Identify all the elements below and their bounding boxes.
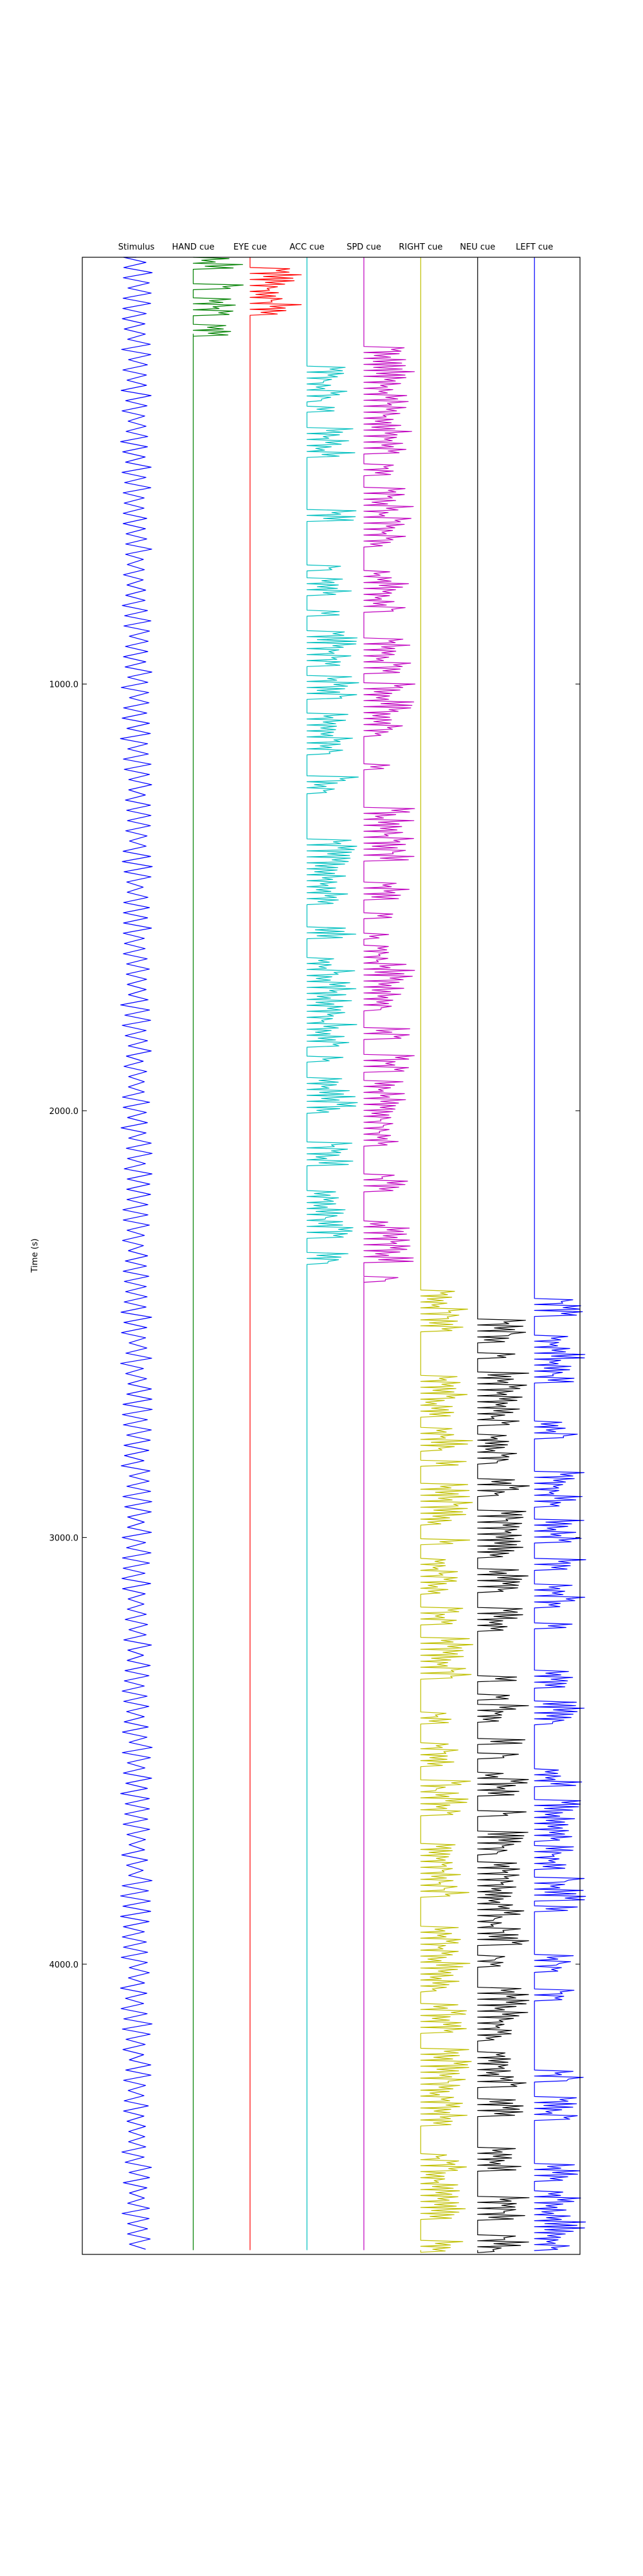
column-header-hand-cue: HAND cue [172, 242, 215, 252]
y-tick-label: 1000.0 [50, 681, 79, 690]
trace-layer [120, 257, 586, 2253]
column-header-stimulus: Stimulus [118, 242, 155, 252]
plot-frame [82, 257, 581, 2255]
y-tick-label: 2000.0 [50, 1107, 79, 1117]
column-header-acc-cue: ACC cue [289, 242, 324, 252]
column-header-eye-cue: EYE cue [233, 242, 267, 252]
column-header-left-cue: LEFT cue [516, 242, 553, 252]
column-headers: Stimulus HAND cue EYE cue ACC cue SPD cue RIG… [118, 242, 554, 252]
y-tick-label: 4000.0 [50, 1960, 79, 1970]
series-line-right-cue [420, 257, 474, 2253]
series-line-eye-cue [249, 257, 302, 2251]
series-line-spd-cue [363, 257, 415, 2251]
y-axis: 1000.0 2000.0 3000.0 4000.0 [50, 681, 580, 1970]
series-line-neu-cue [477, 257, 530, 2253]
y-tick-label: 3000.0 [50, 1533, 79, 1543]
column-header-neu-cue: NEU cue [460, 242, 495, 252]
series-line-acc-cue [306, 257, 359, 2251]
y-axis-label: Time (s) [30, 1239, 40, 1274]
column-header-spd-cue: SPD cue [347, 242, 381, 252]
series-line-stimulus [120, 257, 153, 2250]
column-header-right-cue: RIGHT cue [399, 242, 442, 252]
series-line-hand-cue [192, 257, 244, 2251]
series-line-left-cue [534, 257, 586, 2251]
